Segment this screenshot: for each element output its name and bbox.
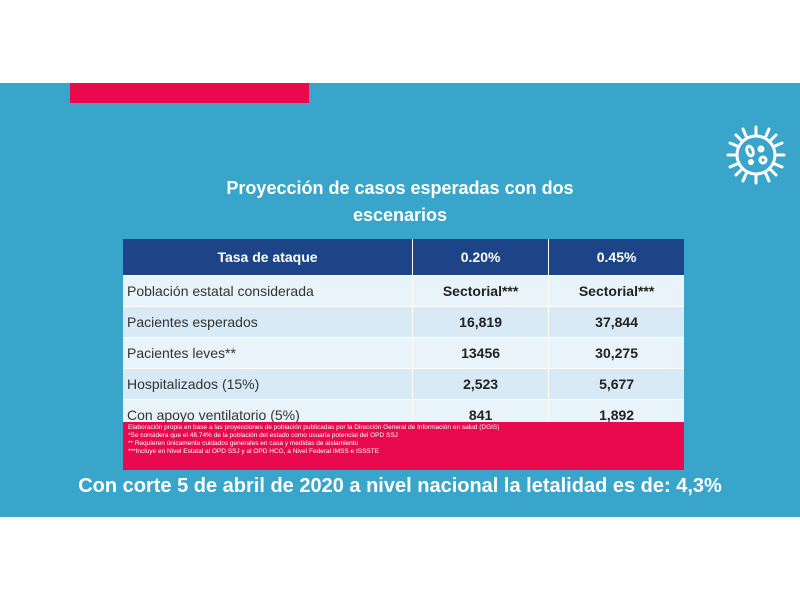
row-label: Hospitalizados (15%) xyxy=(123,368,413,400)
row-value: 37,844 xyxy=(548,306,684,338)
footnote: ** Requieren únicamente cuidados general… xyxy=(128,440,359,447)
footnote: ***Incluye en Nivel Estatal al OPD SSJ y… xyxy=(128,448,380,455)
slide-title: Proyección de casos esperadas con dos es… xyxy=(150,175,650,229)
projection-table: Tasa de ataque 0.20% 0.45% Población est… xyxy=(123,239,684,430)
footnotes: Elaboración propia en base a las proyecc… xyxy=(123,422,684,470)
footnote: Elaboración propia en base a las proyecc… xyxy=(128,424,500,431)
table-row: Hospitalizados (15%) 2,523 5,677 xyxy=(123,368,684,400)
accent-bar xyxy=(70,83,309,103)
header-scenario-1: 0.20% xyxy=(411,239,549,276)
row-value: 5,677 xyxy=(548,368,684,400)
row-value: 16,819 xyxy=(411,306,549,338)
title-line-2: escenarios xyxy=(352,205,448,225)
lethality-statement: Con corte 5 de abril de 2020 a nivel nac… xyxy=(78,475,722,497)
row-value: Sectorial*** xyxy=(411,275,549,307)
slide: Proyección de casos esperadas con dos es… xyxy=(0,83,800,517)
table-header-row: Tasa de ataque 0.20% 0.45% xyxy=(123,239,684,276)
header-scenario-2: 0.45% xyxy=(548,239,684,276)
table-row: Pacientes esperados 16,819 37,844 xyxy=(123,306,684,338)
title-line-1: Proyección de casos esperadas con dos xyxy=(226,178,574,198)
row-label: Población estatal considerada xyxy=(123,275,413,307)
header-attack-rate: Tasa de ataque xyxy=(123,239,413,276)
row-value: 2,523 xyxy=(411,368,549,400)
virus-icon xyxy=(726,125,786,185)
table-row: Pacientes leves** 13456 30,275 xyxy=(123,337,684,369)
row-value: Sectorial*** xyxy=(548,275,684,307)
table-row: Población estatal considerada Sectorial*… xyxy=(123,275,684,307)
row-value: 13456 xyxy=(411,337,549,369)
row-value: 30,275 xyxy=(548,337,684,369)
footnote: *Se considera que el 48.74% de la poblac… xyxy=(128,432,398,439)
row-label: Pacientes esperados xyxy=(123,306,413,338)
row-label: Pacientes leves** xyxy=(123,337,413,369)
